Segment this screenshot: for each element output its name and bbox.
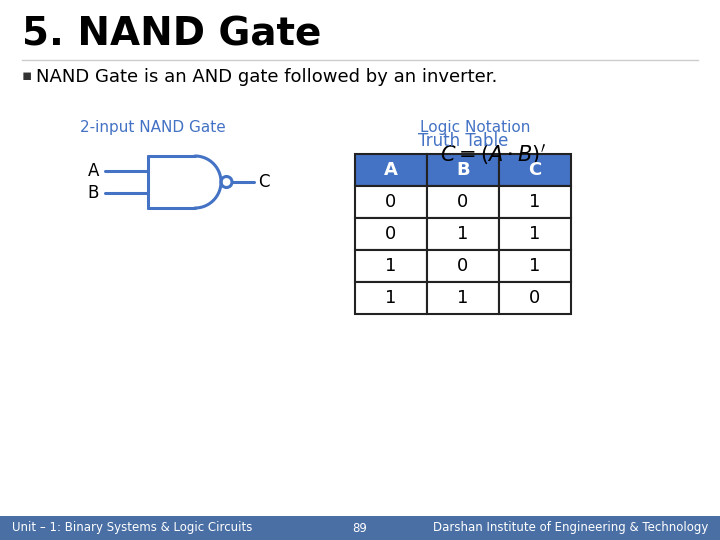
Text: 1: 1 — [457, 225, 469, 243]
Bar — [499, 282, 571, 314]
Text: 1: 1 — [529, 225, 541, 243]
Bar — [427, 250, 499, 282]
Text: 0: 0 — [385, 193, 397, 211]
Bar — [499, 186, 571, 218]
Text: 0: 0 — [529, 289, 541, 307]
Text: 89: 89 — [353, 522, 367, 535]
Text: NAND Gate is an AND gate followed by an inverter.: NAND Gate is an AND gate followed by an … — [36, 68, 498, 86]
Text: 0: 0 — [385, 225, 397, 243]
Bar — [427, 186, 499, 218]
Text: 2-input NAND Gate: 2-input NAND Gate — [80, 120, 226, 135]
Text: 5. NAND Gate: 5. NAND Gate — [22, 15, 321, 53]
Bar — [499, 154, 571, 186]
Text: 1: 1 — [385, 289, 397, 307]
Text: 1: 1 — [385, 257, 397, 275]
Text: C: C — [528, 161, 541, 179]
Text: A: A — [88, 161, 99, 180]
Bar — [355, 186, 427, 218]
Text: 1: 1 — [529, 193, 541, 211]
Bar — [499, 218, 571, 250]
Text: ▪: ▪ — [22, 68, 32, 83]
Text: B: B — [88, 185, 99, 202]
Text: Truth Table: Truth Table — [418, 132, 508, 150]
Bar — [427, 218, 499, 250]
Text: A: A — [384, 161, 398, 179]
Bar — [427, 154, 499, 186]
Text: $C = (A \cdot B)'$: $C = (A \cdot B)'$ — [440, 142, 546, 167]
Text: B: B — [456, 161, 470, 179]
Bar — [0, 516, 720, 540]
Text: Darshan Institute of Engineering & Technology: Darshan Institute of Engineering & Techn… — [433, 522, 708, 535]
Bar — [355, 282, 427, 314]
Bar — [499, 250, 571, 282]
Text: 1: 1 — [529, 257, 541, 275]
Text: 0: 0 — [457, 257, 469, 275]
Bar — [355, 218, 427, 250]
Bar — [355, 250, 427, 282]
Text: 1: 1 — [457, 289, 469, 307]
Text: Logic Notation: Logic Notation — [420, 120, 531, 135]
Bar — [427, 282, 499, 314]
Text: C: C — [258, 173, 269, 191]
Text: Unit – 1: Binary Systems & Logic Circuits: Unit – 1: Binary Systems & Logic Circuit… — [12, 522, 253, 535]
Text: 0: 0 — [457, 193, 469, 211]
Bar — [355, 154, 427, 186]
